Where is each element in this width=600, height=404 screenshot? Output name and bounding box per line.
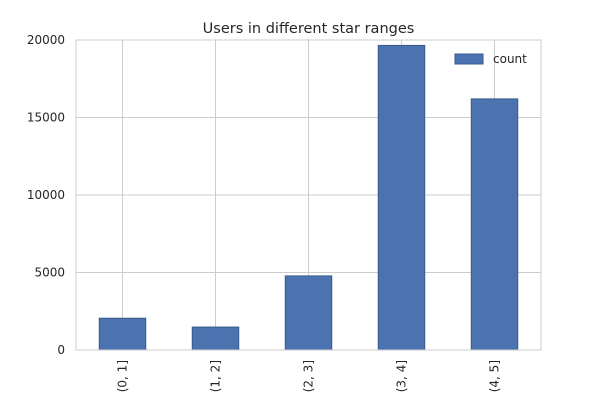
bar (470, 98, 519, 351)
x-tick-label: (2, 3] (302, 360, 316, 392)
y-tick-labels: 0 5000 10000 15000 20000 (27, 33, 65, 357)
x-tick-label: (0, 1] (116, 360, 130, 392)
x-tick-labels: (0, 1] (1, 2] (2, 3] (3, 4] (4, 5] (116, 360, 502, 392)
legend: count (454, 52, 527, 66)
y-tick-label: 10000 (27, 188, 65, 202)
plot-frame (75, 39, 542, 351)
x-tick-label: (1, 2] (209, 360, 223, 392)
y-tick-label: 15000 (27, 111, 65, 125)
chart-title: Users in different star ranges (203, 21, 415, 37)
y-tick-label: 20000 (27, 33, 65, 47)
x-tick-label: (4, 5] (488, 360, 502, 392)
x-tick-label: (3, 4] (395, 360, 409, 392)
bar (377, 44, 426, 351)
bars (98, 44, 519, 351)
bar (98, 317, 147, 351)
legend-label-count: count (493, 52, 527, 66)
bar (191, 326, 240, 351)
y-tick-label: 5000 (34, 266, 65, 280)
legend-swatch (454, 53, 484, 65)
y-tick-label: 0 (57, 343, 65, 357)
bar (284, 275, 333, 351)
